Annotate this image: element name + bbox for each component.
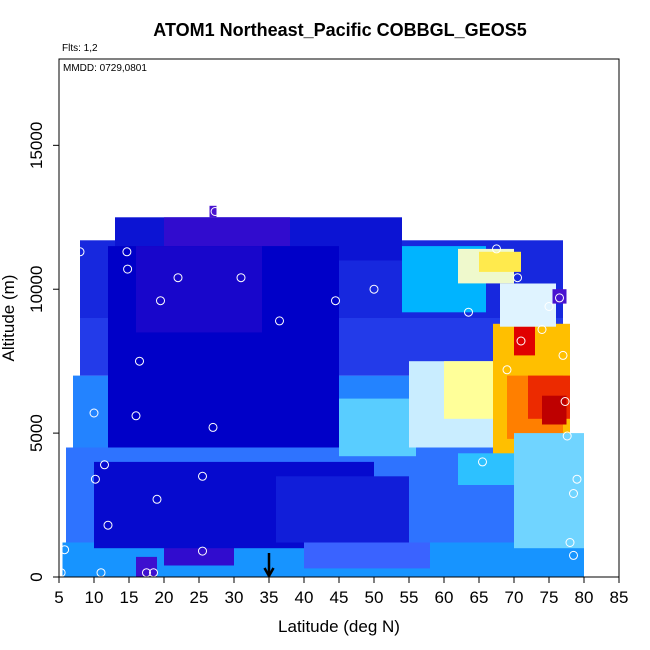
flight-point-18 [198,546,207,556]
latitude-marker-arrow [263,553,275,579]
flight-point-37 [562,431,572,441]
x-tick-label: 70 [505,588,524,607]
x-tick-label: 50 [365,588,384,607]
flight-point-28 [492,244,501,254]
heatmap-region-13 [276,476,409,543]
y-axis: 0 5000 10000 15000 [27,122,59,582]
x-tick-label: 45 [330,588,349,607]
flight-point-7 [100,460,109,470]
flight-point-3 [75,247,85,257]
flight-point-11 [131,411,141,421]
flight-point-35 [558,350,568,360]
flight-point-27 [478,457,487,467]
mmdd-annotation: MMDD: 0729,0801 [63,63,147,74]
x-tick-label: 65 [470,588,489,607]
heatmap-region-29 [514,433,584,549]
x-tick-label: 85 [610,588,629,607]
heatmap-region-8 [136,556,157,577]
flight-point-30 [513,273,522,283]
flight-point-19 [198,471,207,481]
heatmap-region-20 [444,361,500,419]
flight-point-34 [555,293,564,303]
flight-point-12 [135,356,144,366]
heatmap-layer [62,205,584,577]
x-tick-label: 80 [575,588,594,607]
flight-point-5 [90,474,100,484]
y-axis-label: Altitude (m) [0,275,18,362]
heatmap-region-12 [136,246,262,333]
flight-point-26 [464,307,473,317]
marker-head [263,567,275,579]
heatmap-region-7 [209,205,217,218]
flight-point-38 [565,538,575,547]
flight-point-24 [331,296,340,306]
flight-point-2 [60,545,70,555]
x-tick-label: 5 [54,588,63,607]
flight-point-36 [560,397,570,406]
heatmap-region-9 [164,542,234,566]
flight-point-17 [173,273,183,283]
flights-annotation: Flts: 1,2 [62,43,98,54]
x-tick-label: 40 [295,588,314,607]
flight-point-9 [122,247,132,257]
flight-point-40 [569,489,578,498]
flight-point-8 [103,520,113,530]
flight-point-41 [572,474,582,484]
heatmap-region-24 [542,395,567,425]
heatmap-region-14 [304,542,430,569]
flight-point-42 [574,411,584,421]
flight-point-25 [369,284,379,294]
x-tick-label: 10 [85,588,104,607]
flight-point-1 [58,434,67,444]
x-tick-label: 30 [225,588,244,607]
flight-point-23 [275,316,284,326]
flight-point-31 [516,336,526,346]
x-tick-label: 55 [400,588,419,607]
flight-point-33 [544,302,554,311]
x-tick-label: 20 [155,588,174,607]
x-tick-label: 75 [540,588,559,607]
y-tick-label: 0 [27,572,46,581]
x-axis-label: Latitude (deg N) [278,617,400,636]
flight-point-22 [236,273,246,283]
x-tick-label: 60 [435,588,454,607]
flight-point-20 [208,422,218,432]
flight-point-4 [89,408,99,418]
heatmap-region-26 [500,283,556,327]
x-tick-label: 25 [190,588,209,607]
chart-title: ATOM1 Northeast_Pacific COBBGL_GEOS5 [153,20,526,40]
flight-point-32 [537,325,547,334]
flight-point-29 [502,365,512,375]
heatmap-region-19 [479,251,521,272]
x-tick-label: 15 [120,588,139,607]
y-tick-label: 10000 [27,266,46,313]
flight-point-21 [210,207,220,216]
heatmap-region-6 [164,217,290,247]
x-axis: 5 10 15 20 25 30 35 40 45 50 55 60 65 70 75 80 85 [54,576,629,607]
flight-point-16 [156,296,165,306]
y-tick-label: 15000 [27,122,46,169]
x-tick-label: 35 [260,588,279,607]
y-tick-label: 5000 [27,414,46,452]
heatmap-region-15 [339,398,416,457]
flight-point-10 [123,264,133,274]
flight-point-15 [152,494,162,504]
flight-point-39 [569,550,578,560]
